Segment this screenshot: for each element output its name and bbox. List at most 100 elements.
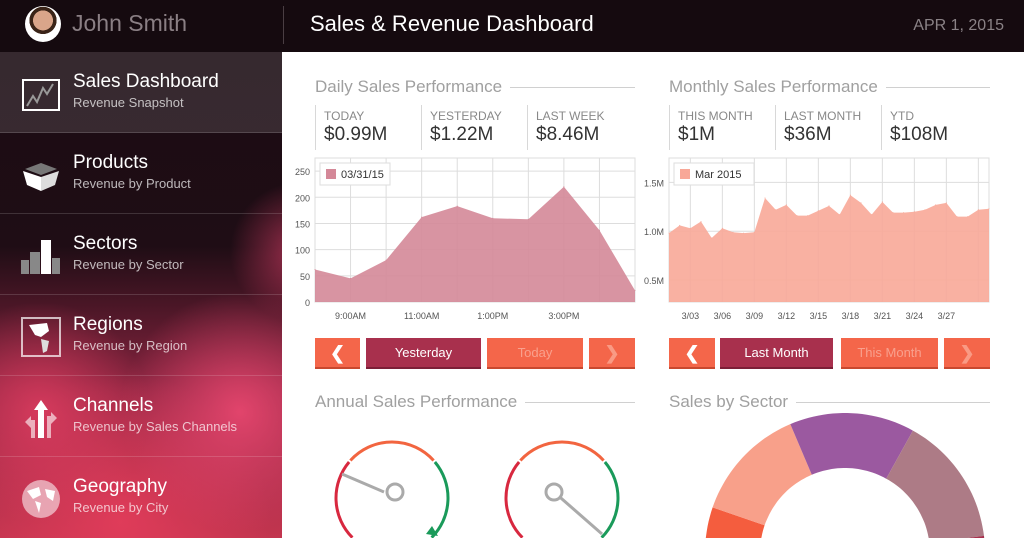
sidebar-item-label: Geography (73, 476, 168, 497)
next-day-button[interactable]: ❯ (589, 338, 635, 369)
page-title: Sales & Revenue Dashboard (310, 11, 594, 36)
stat-label: LAST MONTH (784, 109, 862, 123)
section-title-annual: Annual Sales Performance (315, 392, 526, 412)
x-tick-label: 3/18 (842, 311, 860, 321)
data-point (314, 269, 316, 271)
gauge-needle (341, 472, 385, 494)
monthly-sales-chart: 0.5M 1.0M 1.5M 3/03 3/06 3/09 3/12 3/15 3/18 3/21… (644, 157, 990, 321)
sidebar-item-sales-dashboard[interactable]: Sales Dashboard Revenue Snapshot (0, 52, 282, 133)
stat-value: $108M (890, 124, 949, 145)
globe-icon (22, 480, 60, 518)
data-point (871, 214, 873, 216)
legend-label: Mar 2015 (695, 169, 741, 181)
x-tick-label: 3/06 (714, 311, 732, 321)
annual-gauges (334, 440, 620, 538)
data-point (711, 237, 713, 239)
sidebar-item-label: Products (73, 152, 148, 173)
next-month-button[interactable]: ❯ (944, 338, 990, 369)
data-point (785, 204, 787, 206)
data-point (456, 205, 458, 207)
avatar[interactable] (25, 6, 61, 42)
prev-month-button[interactable]: ❮ (669, 338, 715, 369)
sidebar-item-sublabel: Revenue by Sales Channels (73, 419, 238, 434)
y-tick-label: 50 (300, 272, 310, 282)
data-point (935, 204, 937, 206)
section-title-daily: Daily Sales Performance (315, 77, 511, 97)
data-point (807, 215, 809, 217)
this-month-button[interactable]: This Month (841, 338, 938, 369)
data-point (796, 215, 798, 217)
sidebar-item-sectors[interactable]: Sectors Revenue by Sector (0, 214, 282, 295)
sidebar-item-products[interactable]: Products Revenue by Product (0, 133, 282, 214)
stat-label: THIS MONTH (678, 109, 753, 123)
last-month-button[interactable]: Last Month (720, 338, 833, 369)
stat-value: $1M (678, 124, 715, 145)
gauge-hub (385, 482, 405, 502)
stat-label: YESTERDAY (430, 109, 502, 123)
x-tick-label: 3:00PM (548, 311, 579, 321)
data-point (764, 197, 766, 199)
donut-slice (705, 507, 765, 538)
x-tick-label: 3/15 (810, 311, 828, 321)
donut-slice (790, 413, 913, 479)
sidebar-item-sublabel: Revenue by City (73, 500, 169, 515)
stat-label: LAST WEEK (536, 109, 605, 123)
area-series (315, 186, 635, 302)
y-tick-label: 1.5M (644, 178, 664, 188)
sidebar-item-label: Regions (73, 314, 143, 335)
data-point (967, 216, 969, 218)
stat-label: TODAY (324, 109, 365, 123)
x-tick-label: 3/09 (746, 311, 764, 321)
sidebar-item-regions[interactable]: Regions Revenue by Region (0, 295, 282, 376)
data-point (679, 224, 681, 226)
data-point (634, 289, 636, 291)
y-tick-label: 1.0M (644, 227, 664, 237)
gauge-mid-arc (349, 440, 435, 462)
x-tick-label: 3/03 (682, 311, 700, 321)
donut-slice (886, 430, 984, 538)
divider (283, 6, 284, 44)
today-button[interactable]: Today (487, 338, 583, 369)
x-tick-label: 11:00AM (404, 311, 439, 321)
prev-day-button[interactable]: ❮ (315, 338, 360, 369)
data-point (563, 186, 565, 188)
buildings-icon (21, 240, 60, 274)
legend-box (319, 162, 391, 186)
sidebar-item-label: Sales Dashboard (73, 71, 219, 92)
user-name: John Smith (72, 10, 188, 36)
data-point (775, 209, 777, 211)
section-title-monthly: Monthly Sales Performance (669, 77, 886, 97)
gauge-high-arc (600, 461, 620, 538)
sidebar-item-sublabel: Revenue by Region (73, 338, 188, 353)
sidebar-item-sublabel: Revenue Snapshot (73, 95, 184, 110)
gauge-2 (504, 440, 620, 538)
data-point (892, 212, 894, 214)
gauge-marker-icon (426, 526, 438, 536)
stat-value: $0.99M (324, 124, 388, 145)
x-tick-label: 3/21 (874, 311, 892, 321)
donut-slice (967, 535, 985, 538)
y-tick-label: 150 (295, 219, 310, 229)
arrows-icon (25, 400, 57, 438)
map-icon (21, 317, 61, 357)
y-tick-label: 250 (295, 167, 310, 177)
gauge-mid-arc (519, 440, 605, 462)
sales-by-sector-chart (705, 413, 985, 538)
yesterday-button[interactable]: Yesterday (366, 338, 481, 369)
data-point (956, 216, 958, 218)
sidebar-item-channels[interactable]: Channels Revenue by Sales Channels (0, 376, 282, 457)
divider (669, 402, 990, 403)
sidebar-item-geography[interactable]: Geography Revenue by City (0, 457, 282, 538)
data-point (988, 208, 990, 210)
data-point (753, 231, 755, 233)
x-tick-label: 3/24 (906, 311, 924, 321)
data-point (839, 214, 841, 216)
data-point (350, 277, 352, 279)
stat-yesterday: YESTERDAY $1.22M (421, 105, 521, 150)
x-tick-label: 9:00AM (335, 311, 366, 321)
sidebar-item-sublabel: Revenue by Product (73, 176, 191, 191)
data-point (668, 232, 670, 234)
stat-last-month: LAST MONTH $36M (775, 105, 875, 150)
data-point (945, 202, 947, 204)
sidebar-item-label: Channels (73, 395, 154, 416)
